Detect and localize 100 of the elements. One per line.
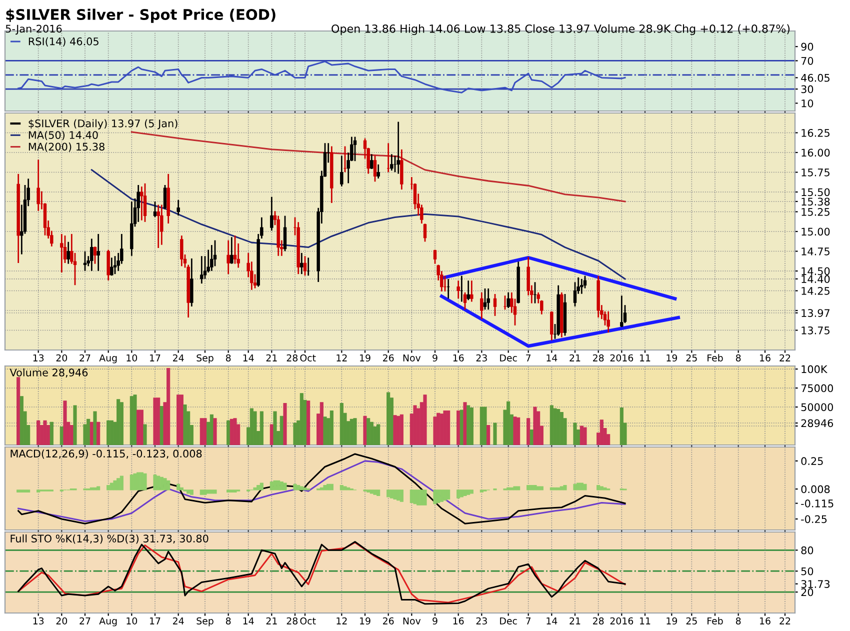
y-tick-label: 15.38: [802, 198, 830, 206]
bar: [573, 422, 577, 445]
candlestick: [140, 186, 144, 220]
x-tick-label: Oct: [300, 354, 316, 362]
candlestick: [93, 246, 97, 264]
bar: [176, 394, 180, 445]
bar: [456, 410, 460, 445]
y-tick-label: 14.75: [802, 248, 830, 256]
bar: [283, 402, 287, 445]
candlestick: [83, 251, 87, 271]
x-tick-label: Dec: [500, 354, 517, 362]
bar: [113, 480, 117, 490]
bar: [296, 485, 300, 490]
bar: [106, 420, 110, 445]
bar: [280, 482, 284, 490]
bar: [23, 490, 27, 493]
bar: [603, 487, 607, 490]
y-tick-label: 13.75: [802, 326, 830, 334]
x-tick-label: 2016: [610, 354, 634, 362]
x-tick-label: Oct: [300, 617, 316, 624]
bar: [370, 490, 374, 494]
candlestick: [106, 250, 110, 280]
bar: [116, 478, 120, 490]
bar: [330, 410, 334, 445]
x-tick-label: 14: [243, 354, 254, 362]
bar: [260, 411, 264, 445]
bar: [230, 490, 234, 493]
bar: [106, 485, 110, 490]
bar: [573, 484, 577, 490]
y-tick-label: 14.50: [802, 267, 830, 276]
bar: [516, 486, 520, 490]
candlestick: [200, 256, 204, 284]
bar: [203, 418, 207, 445]
candlestick: [550, 311, 554, 340]
x-tick-label: 13: [33, 617, 44, 624]
y-tick-label: 15.00: [802, 228, 830, 236]
candlestick: [36, 160, 40, 211]
candlestick: [160, 204, 164, 245]
chart-title: MACD(12,26,9) -0.115, -0.123, 0.008: [10, 450, 202, 459]
bar: [120, 402, 124, 445]
bar: [323, 416, 327, 445]
y-tick-label: 0.008: [801, 485, 830, 494]
candlestick: [226, 240, 230, 274]
legend-label: MA(50) 14.40: [28, 130, 98, 140]
bar: [540, 486, 544, 490]
bar: [90, 487, 94, 490]
candlestick: [480, 292, 484, 320]
bar: [376, 424, 380, 445]
bar: [583, 484, 587, 490]
x-tick-label: 26: [383, 354, 394, 362]
bar: [183, 404, 187, 445]
x-tick-label: 14: [546, 354, 558, 362]
x-tick-label: 21: [570, 617, 580, 624]
x-tick-label: 8: [736, 617, 741, 624]
bar: [253, 487, 257, 490]
x-tick-label: 9: [432, 617, 438, 624]
bar: [363, 416, 367, 445]
candlestick: [283, 216, 287, 252]
bar: [456, 490, 460, 498]
y-tick-label: 80: [801, 546, 814, 554]
bar: [393, 415, 397, 445]
bar: [423, 394, 427, 445]
y-tick-label: 10: [802, 99, 814, 108]
bar: [553, 487, 557, 490]
y-tick-label: 90: [801, 42, 814, 51]
bar: [433, 416, 437, 445]
x-tick-label: 2016: [610, 617, 634, 624]
x-tick-label: 16: [453, 354, 464, 362]
y-tick-label: 13.97: [802, 309, 830, 317]
x-tick-label: 17: [150, 354, 160, 362]
candlestick: [233, 236, 237, 264]
y-tick-label: 70: [801, 56, 814, 65]
y-tick-label: 15.25: [802, 208, 830, 216]
bar: [306, 400, 310, 445]
candlestick: [373, 156, 377, 182]
y-tick-label: 16.25: [802, 128, 830, 137]
bar: [466, 405, 470, 445]
chart-subtitle: 5-Jan-2016: [6, 24, 62, 35]
bar: [36, 420, 40, 445]
y-tick-label: 14.40: [802, 275, 830, 284]
x-tick-label: 28: [593, 354, 604, 362]
bar: [533, 406, 537, 445]
x-tick-label: Feb: [708, 354, 723, 362]
line-series: [18, 60, 626, 94]
bar: [203, 490, 207, 495]
line-series: [90, 169, 626, 280]
bar: [386, 490, 390, 498]
x-tick-label: Dec: [500, 617, 517, 624]
x-tick-label: 23: [476, 617, 487, 624]
y-tick-label: -0.25: [801, 515, 827, 524]
candlestick: [270, 196, 274, 231]
bar: [506, 401, 510, 445]
bar: [63, 400, 67, 445]
bar: [483, 406, 487, 445]
bar: [323, 485, 327, 490]
x-tick-label: 10: [126, 354, 138, 362]
bar: [96, 486, 100, 490]
x-tick-label: 8: [226, 354, 231, 362]
bar: [16, 377, 20, 445]
bar: [163, 478, 167, 490]
